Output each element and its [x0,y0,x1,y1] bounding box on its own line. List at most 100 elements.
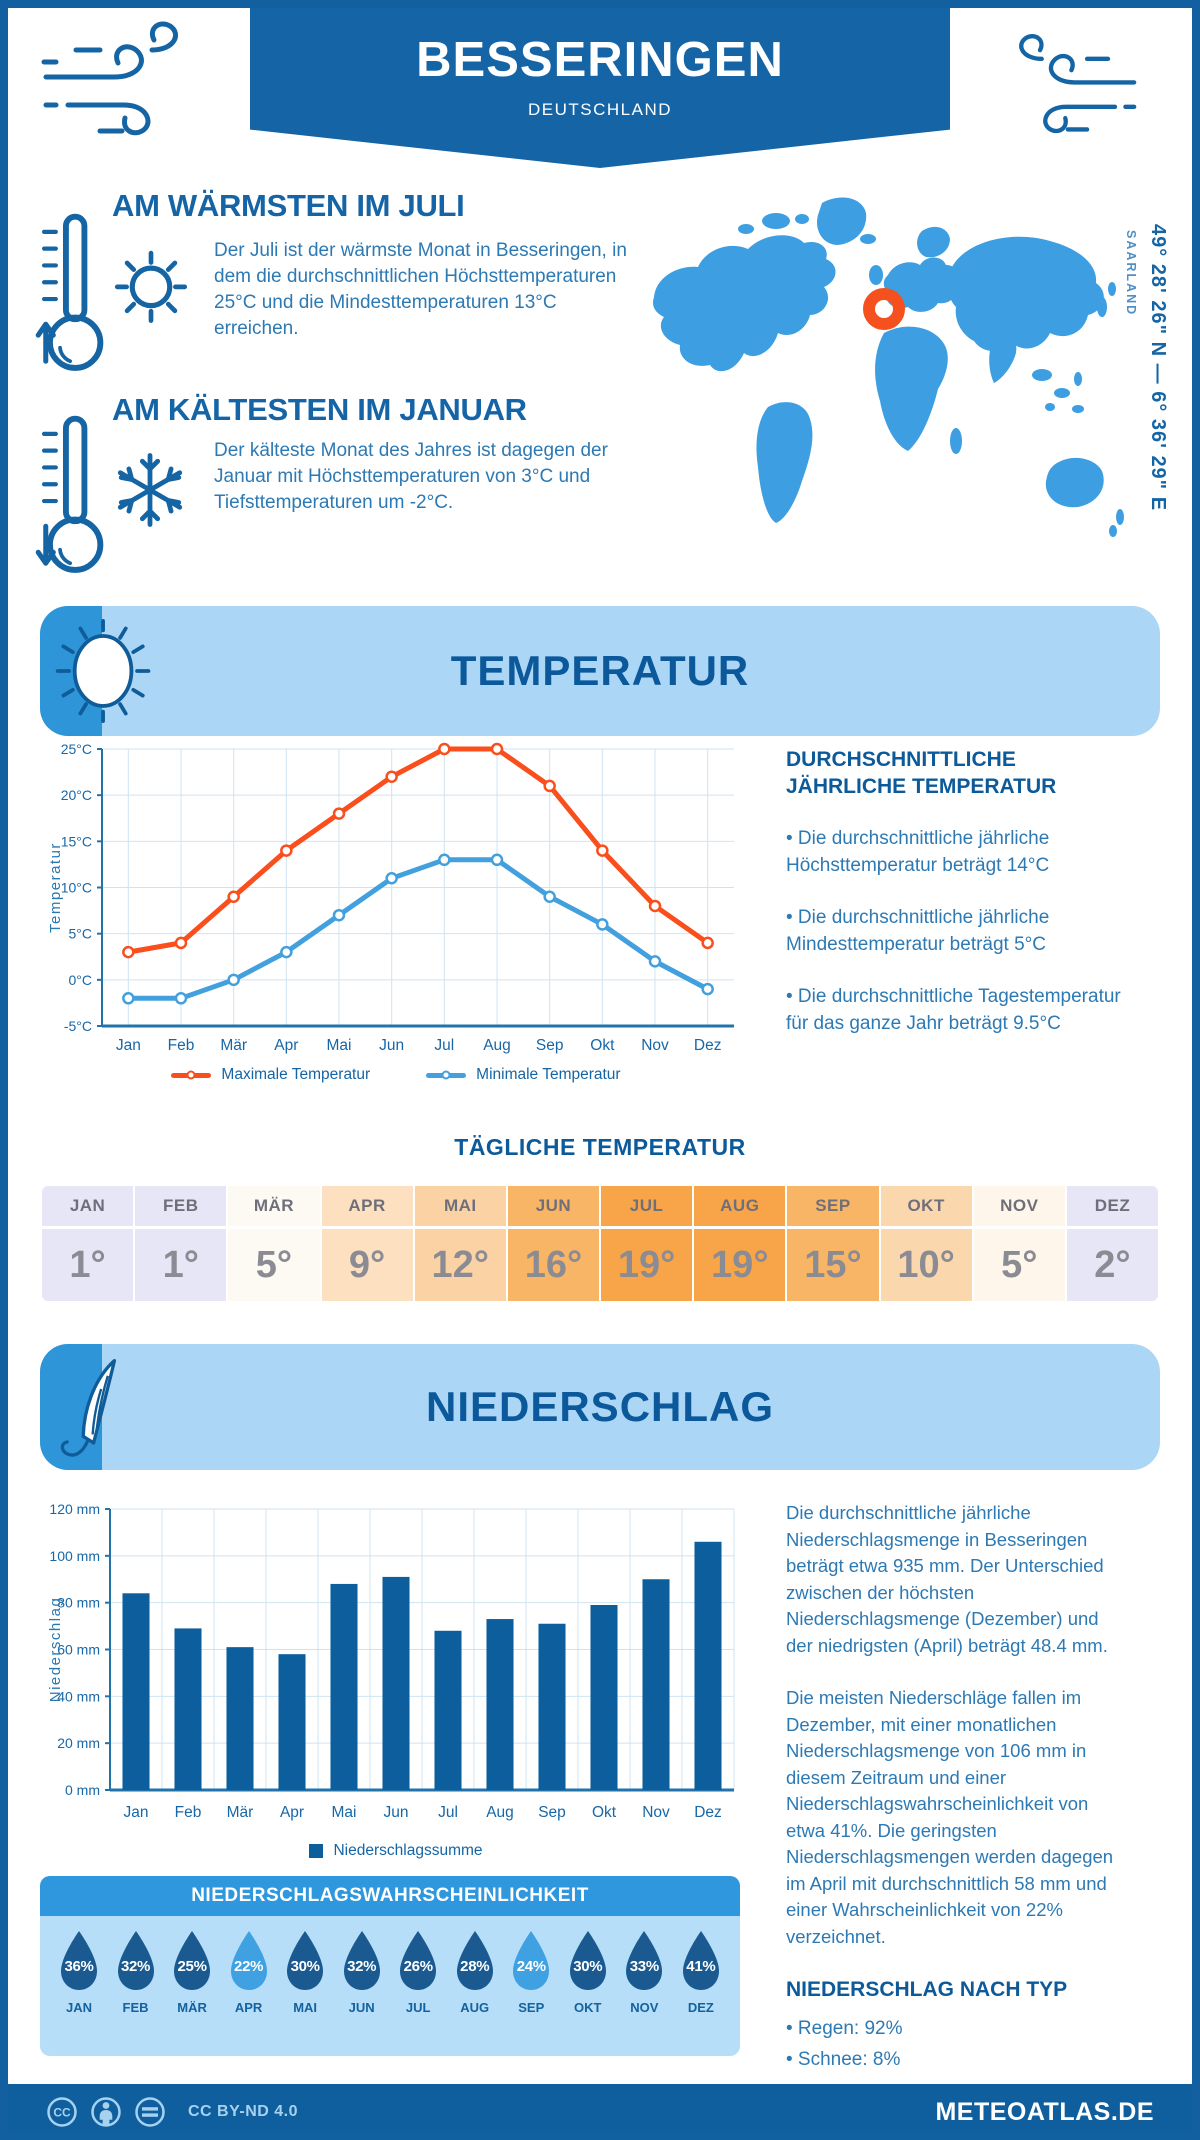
data-point [280,844,293,857]
location-marker [863,288,905,330]
y-tick-label: 0 mm [65,1782,100,1798]
droplet-item: 28% AUG [450,1928,500,2015]
droplet-icon: 33% [621,1928,667,1994]
daily-temp-month: FEB [135,1186,227,1226]
droplet-month: MÄR [177,2000,207,2015]
y-tick-label: 5°C [69,926,93,942]
x-tick-label: Aug [486,1804,514,1821]
page-title: BESSERINGEN [416,33,784,87]
daily-temp-value: 2° [1066,1229,1159,1301]
x-tick-label: Sep [538,1804,566,1821]
x-tick-label: Apr [274,1037,298,1054]
droplet-month: JAN [65,2000,92,2015]
coldest-text: Der kälteste Monat des Jahres ist dagege… [214,440,608,513]
droplet-month: FEB [122,2000,149,2015]
droplet-value: 33% [629,1958,659,1975]
footer: CC CC BY-ND 4.0 METEOATLAS.DE [0,2084,1200,2140]
data-point [227,890,240,903]
y-axis-title: Temperatur [47,842,64,933]
daily-temp-value: 19° [694,1229,786,1301]
data-point [648,899,662,913]
sun-icon [114,250,188,323]
droplet-item: 41% DEZ [676,1928,726,2015]
creative-commons-icons: CC [47,2097,165,2127]
bar [590,1605,618,1790]
y-tick-label: 40 mm [57,1688,100,1704]
daily-temp-column: NOV 5° [973,1186,1065,1301]
droplet-icon: 22% [226,1928,272,1994]
footer-license: CC CC BY-ND 4.0 [46,2095,298,2129]
warmest-text: Der Juli ist der wärmste Monat in Besser… [214,240,627,339]
temperature-section-title: TEMPERATUR [450,647,750,694]
droplet-month: DEZ [687,2000,714,2015]
droplet-value: 41% [686,1958,716,1975]
droplet-icon: 26% [395,1928,441,1994]
legend-marker [441,1070,451,1080]
continents [653,197,1124,537]
coldest-heading: AM KÄLTESTEN IM JANUAR [112,392,527,427]
legend-item: Maximale Temperatur [171,1066,370,1084]
droplet-icon: 32% [339,1928,385,1994]
data-point [596,844,609,857]
droplet-value: 32% [120,1958,151,1975]
daily-temp-column: JUL 19° [601,1186,693,1301]
daily-temp-month: MÄR [228,1186,320,1226]
bar [330,1583,358,1790]
attribution-person-icon [99,2102,113,2126]
precipitation-chart-legend: Niederschlagssumme [46,1842,746,1860]
data-point [280,945,293,959]
daily-temperature-table: JAN 1° FEB 1° MÄR 5° APR 9° MAI 12° JUN 16° JUL 19° AU… [42,1186,1159,1301]
site-label: METEOATLAS.DE [935,2097,1154,2126]
precipitation-paragraph: Die meisten Niederschläge fallen im Deze… [786,1687,1114,1947]
droplet-icon: 32% [113,1928,159,1994]
droplet-item: 32% JUN [337,1928,387,2015]
y-tick-label: -5°C [64,1018,92,1034]
thermometer-down-icon [35,415,104,573]
droplet-icon: 30% [282,1928,328,1994]
bar [538,1623,566,1790]
page-subtitle: DEUTSCHLAND [527,100,673,119]
data-point [490,742,504,756]
precipitation-bar-chart: 0 mm 20 mm 40 mm 60 mm 80 mm 100 mm 120 mm Jan F… [47,1501,735,1821]
droplets-row: 36% JAN 32% FEB 25% MÄR 22% APR 30% MAI 32% JUN 26% J… [40,1916,740,2015]
bar [278,1654,306,1790]
y-tick-label: 120 mm [49,1501,100,1517]
daily-temp-value: 15° [787,1229,879,1301]
droplet-value: 26% [403,1958,433,1975]
data-point [332,807,346,820]
warmest-heading: AM WÄRMSTEN IM JULI [112,188,465,223]
droplet-value: 36% [64,1958,94,1975]
data-point [122,945,135,959]
umbrella-icon [60,1359,117,1457]
data-point [385,872,398,885]
header-banner: BESSERINGEN DEUTSCHLAND [250,8,950,168]
data-point [385,770,398,783]
data-point [174,992,188,1005]
droplet-item: 33% NOV [619,1928,669,2015]
droplet-item: 25% MÄR [167,1928,217,2015]
daily-temp-value: 16° [507,1229,600,1301]
droplet-item: 32% FEB [111,1928,161,2015]
precipitation-type-heading: NIEDERSCHLAG NACH TYP [786,1978,1068,2001]
data-point [543,779,556,793]
probability-panel-title: NIEDERSCHLAGSWAHRSCHEINLICHKEIT [40,1876,740,1916]
legend-label: Maximale Temperatur [221,1066,371,1083]
x-tick-label: Apr [280,1804,304,1821]
sun-banner-icon [55,619,151,723]
daily-temp-month: OKT [880,1186,972,1226]
x-tick-label: Jan [124,1804,149,1821]
data-point [701,936,714,950]
precipitation-banner: NIEDERSCHLAG [40,1344,1160,1470]
droplet-icon: 24% [508,1928,554,1994]
droplet-month: SEP [518,2000,545,2015]
x-tick-label: Mai [332,1804,357,1821]
droplet-icon: 25% [169,1928,215,1994]
data-point [490,853,504,867]
daily-temp-column: AUG 19° [694,1186,786,1301]
data-point [543,890,556,903]
y-tick-label: 15°C [61,833,92,849]
bar [122,1593,150,1790]
daily-temp-column: MÄR 5° [228,1186,320,1301]
legend-item: Niederschlagssumme [309,1842,483,1860]
legend-swatch [171,1070,212,1080]
